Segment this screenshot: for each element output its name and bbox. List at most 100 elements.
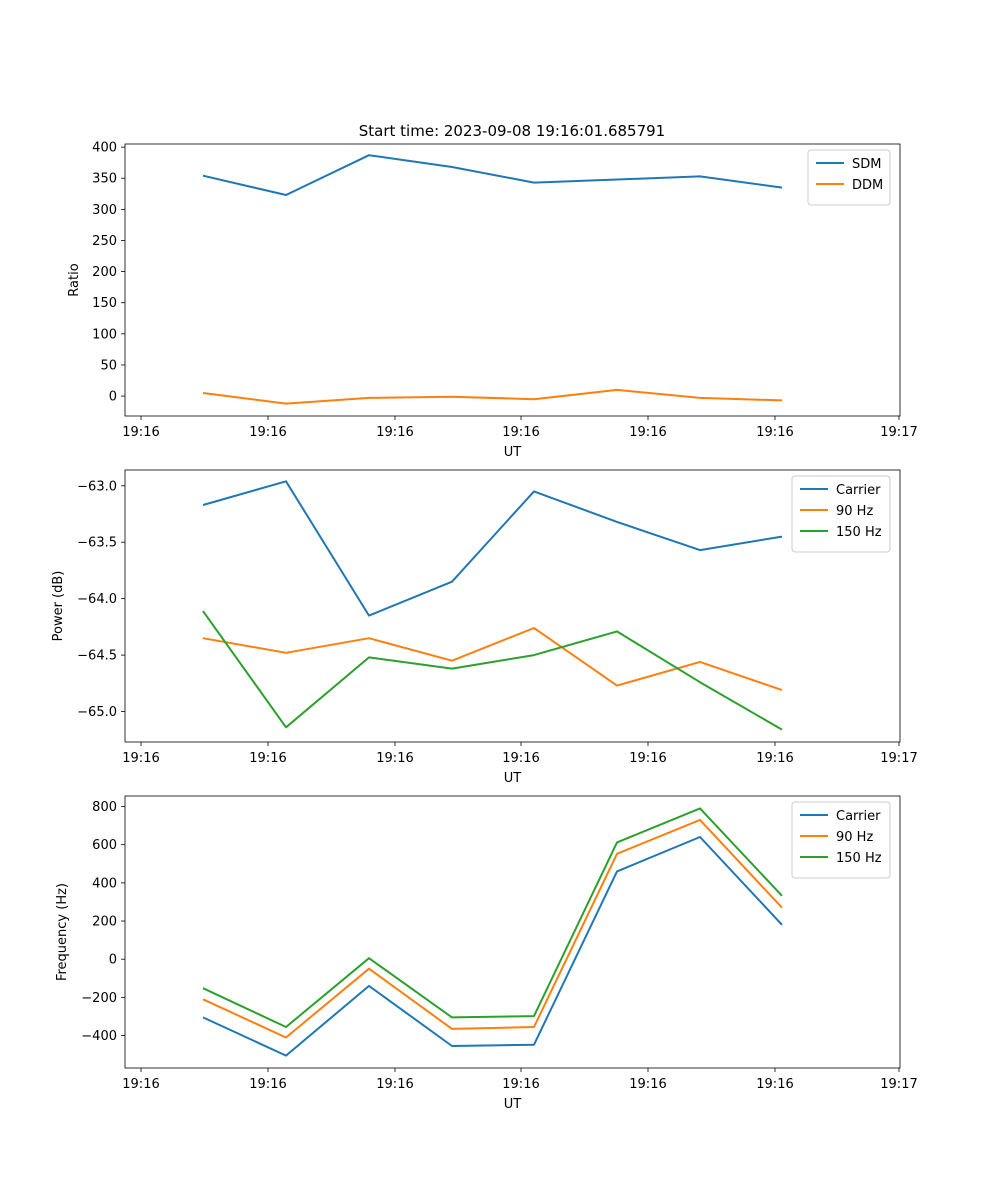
- data-point: [616, 389, 618, 391]
- x-tick-label: 19:16: [756, 425, 793, 440]
- data-point: [533, 490, 535, 492]
- y-tick-label: −63.0: [77, 479, 117, 494]
- y-tick-label: 300: [92, 203, 117, 218]
- data-point: [616, 521, 618, 523]
- data-point: [285, 1054, 287, 1056]
- x-tick-label: 19:16: [629, 425, 666, 440]
- y-tick-label: 0: [109, 390, 117, 405]
- x-tick-label: 19:16: [502, 751, 539, 766]
- y-tick-label: −400: [81, 1029, 117, 1044]
- data-point: [368, 397, 370, 399]
- data-point: [781, 895, 783, 897]
- data-point: [202, 1016, 204, 1018]
- legend-label: 90 Hz: [836, 830, 873, 845]
- data-point: [451, 1045, 453, 1047]
- data-point: [285, 1036, 287, 1038]
- data-point: [368, 957, 370, 959]
- x-tick-label: 19:16: [629, 751, 666, 766]
- data-point: [285, 652, 287, 654]
- plot-frame: [124, 143, 901, 417]
- y-tick-label: −63.5: [77, 536, 117, 551]
- data-point: [616, 630, 618, 632]
- y-tick-label: 50: [100, 358, 117, 373]
- y-tick-label: −64.0: [77, 592, 117, 607]
- data-point: [368, 637, 370, 639]
- data-point: [781, 535, 783, 537]
- x-tick-label: 19:16: [376, 425, 413, 440]
- data-point: [699, 807, 701, 809]
- series-line-sdm: [202, 154, 783, 196]
- subplot-3: 19:16 19:16 19:16 19:16 19:16 19:16 19:17 −400 −…: [55, 795, 918, 1112]
- data-point: [781, 689, 783, 691]
- x-tick-label: 19:16: [376, 1077, 413, 1092]
- x-tick-label: 19:17: [880, 425, 917, 440]
- data-point: [368, 968, 370, 970]
- data-point: [202, 504, 204, 506]
- data-point: [533, 181, 535, 183]
- x-axis-label: UT: [504, 1097, 522, 1112]
- x-tick-label: 19:16: [122, 425, 159, 440]
- data-point: [451, 667, 453, 669]
- data-point: [368, 985, 370, 987]
- series-line-150-hz: [202, 610, 783, 731]
- data-point: [533, 654, 535, 656]
- data-point: [533, 1026, 535, 1028]
- y-tick-label: 100: [92, 327, 117, 342]
- y-axis-label: Frequency (Hz): [55, 883, 70, 981]
- data-point: [699, 397, 701, 399]
- data-point: [533, 1044, 535, 1046]
- y-tick-label: 250: [92, 234, 117, 249]
- data-point: [533, 398, 535, 400]
- x-tick-label: 19:16: [249, 751, 286, 766]
- plot-frame: [124, 795, 901, 1069]
- x-tick-label: 19:16: [756, 751, 793, 766]
- data-point: [285, 1026, 287, 1028]
- data-point: [202, 392, 204, 394]
- legend-label: Carrier: [836, 809, 881, 824]
- y-tick-label: 600: [92, 838, 117, 853]
- data-point: [781, 728, 783, 730]
- legend: Carrier 90 Hz 150 Hz: [791, 801, 891, 879]
- data-point: [616, 841, 618, 843]
- y-tick-label: 400: [92, 876, 117, 891]
- series-line-carrier: [202, 836, 783, 1057]
- data-point: [285, 402, 287, 404]
- legend-box: [791, 801, 891, 879]
- subplot-1: 19:16 19:16 19:16 19:16 19:16 19:16 19:17 0 50 10…: [67, 141, 918, 460]
- y-tick-label: 150: [92, 296, 117, 311]
- x-tick-label: 19:17: [880, 751, 917, 766]
- data-point: [451, 1028, 453, 1030]
- legend-label: SDM: [852, 157, 881, 172]
- data-point: [202, 175, 204, 177]
- legend: SDM DDM: [807, 149, 891, 206]
- x-tick-label: 19:16: [122, 1077, 159, 1092]
- data-point: [451, 660, 453, 662]
- legend-box: [791, 475, 891, 553]
- legend-label: DDM: [852, 178, 883, 193]
- x-axis-label: UT: [504, 445, 522, 460]
- data-point: [451, 1016, 453, 1018]
- x-tick-label: 19:16: [249, 1077, 286, 1092]
- data-point: [699, 819, 701, 821]
- data-point: [368, 614, 370, 616]
- y-tick-label: −64.5: [77, 649, 117, 664]
- x-tick-label: 19:16: [502, 1077, 539, 1092]
- subplots: 19:16 19:16 19:16 19:16 19:16 19:16 19:17 0 50 10…: [51, 141, 918, 1112]
- x-tick-label: 19:16: [249, 425, 286, 440]
- data-point: [202, 998, 204, 1000]
- data-point: [533, 1015, 535, 1017]
- data-point: [699, 661, 701, 663]
- y-tick-label: 350: [92, 172, 117, 187]
- plot-frame: [124, 469, 901, 743]
- data-point: [781, 399, 783, 401]
- series-line-90-hz: [202, 818, 783, 1039]
- y-tick-label: −65.0: [77, 705, 117, 720]
- data-point: [699, 836, 701, 838]
- figure-suptitle: Start time: 2023-09-08 19:16:01.685791: [359, 122, 665, 140]
- data-point: [202, 987, 204, 989]
- data-point: [285, 726, 287, 728]
- x-tick-label: 19:16: [376, 751, 413, 766]
- y-tick-label: 800: [92, 800, 117, 815]
- x-tick-label: 19:17: [880, 1077, 917, 1092]
